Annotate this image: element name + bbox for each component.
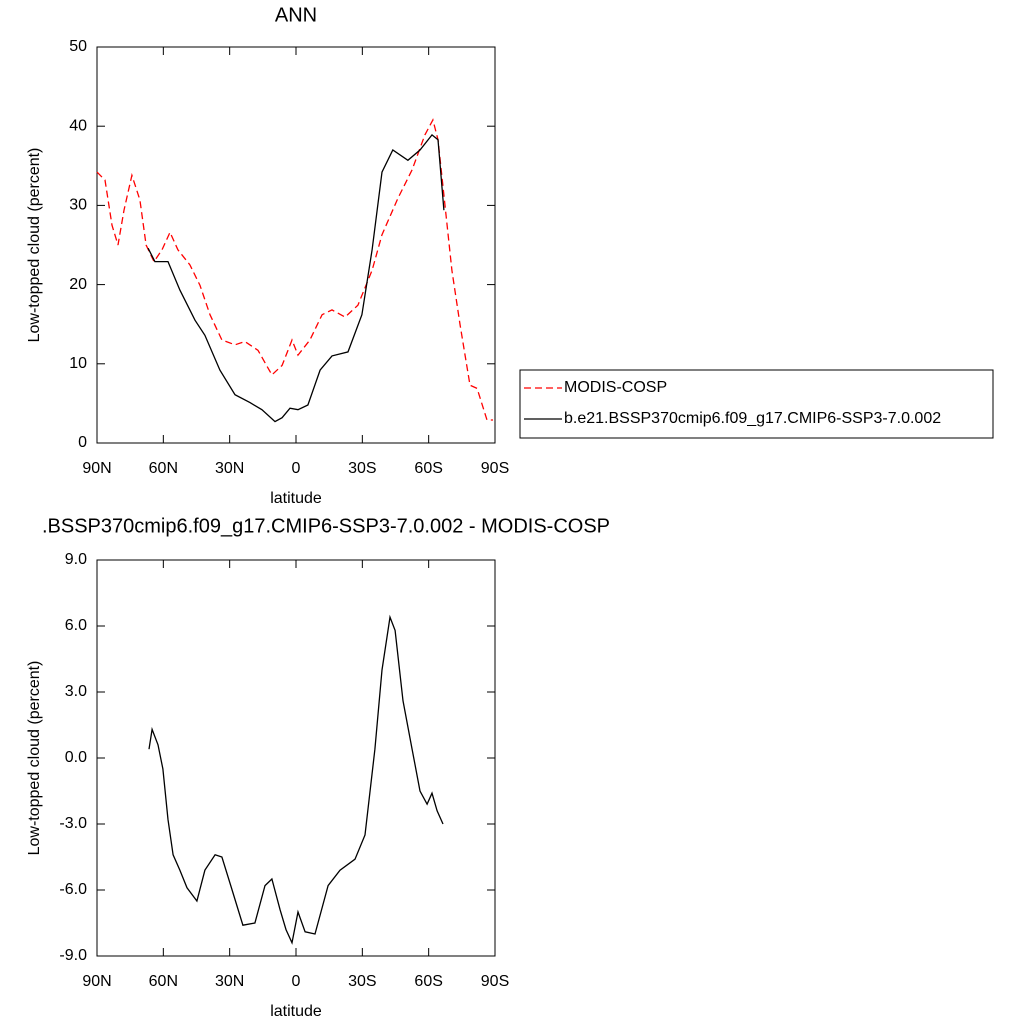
chart-title: ANN: [275, 4, 317, 26]
y-tick-label: 0: [78, 434, 87, 451]
x-tick-label: 0: [292, 973, 301, 990]
x-tick-label: 30N: [215, 460, 244, 477]
plot-frame: [96, 46, 496, 444]
y-tick-label: 20: [69, 276, 87, 293]
x-tick-label: 90N: [82, 973, 111, 990]
x-tick-label: 30N: [215, 973, 244, 990]
y-tick-label: 0.0: [65, 749, 87, 766]
y-tick-label: 50: [69, 38, 87, 55]
data-line: [148, 614, 444, 945]
x-tick-label: 90S: [481, 460, 509, 477]
y-tick-label: 9.0: [65, 551, 87, 568]
y-tick-label: 40: [69, 117, 87, 134]
y-tick-label: 6.0: [65, 617, 87, 634]
y-axis-label: Low-topped cloud (percent): [26, 148, 43, 343]
x-tick-label: 60S: [414, 973, 442, 990]
x-tick-label: 0: [292, 460, 301, 477]
data-line: [147, 133, 445, 423]
x-tick-label: 90S: [481, 973, 509, 990]
y-tick-label: -3.0: [59, 815, 87, 832]
legend-label: MODIS-COSP: [564, 379, 667, 396]
x-axis-label: latitude: [270, 1003, 322, 1020]
y-tick-label: -6.0: [59, 881, 87, 898]
y-tick-label: 30: [69, 197, 87, 214]
legend-box: [519, 369, 994, 439]
x-tick-label: 90N: [82, 460, 111, 477]
x-tick-label: 60N: [149, 973, 178, 990]
y-tick-label: -9.0: [59, 947, 87, 964]
x-tick-label: 30S: [348, 973, 376, 990]
x-tick-label: 30S: [348, 460, 376, 477]
legend-label: b.e21.BSSP370cmip6.f09_g17.CMIP6-SSP3-7.…: [564, 410, 941, 427]
plot-frame: [96, 559, 496, 957]
x-tick-label: 60S: [414, 460, 442, 477]
x-tick-label: 60N: [149, 460, 178, 477]
y-axis-label: Low-topped cloud (percent): [26, 661, 43, 856]
x-axis-label: latitude: [270, 490, 322, 507]
y-tick-label: 10: [69, 355, 87, 372]
y-tick-label: 3.0: [65, 683, 87, 700]
chart-title: .BSSP370cmip6.f09_g17.CMIP6-SSP3-7.0.002…: [42, 515, 610, 537]
